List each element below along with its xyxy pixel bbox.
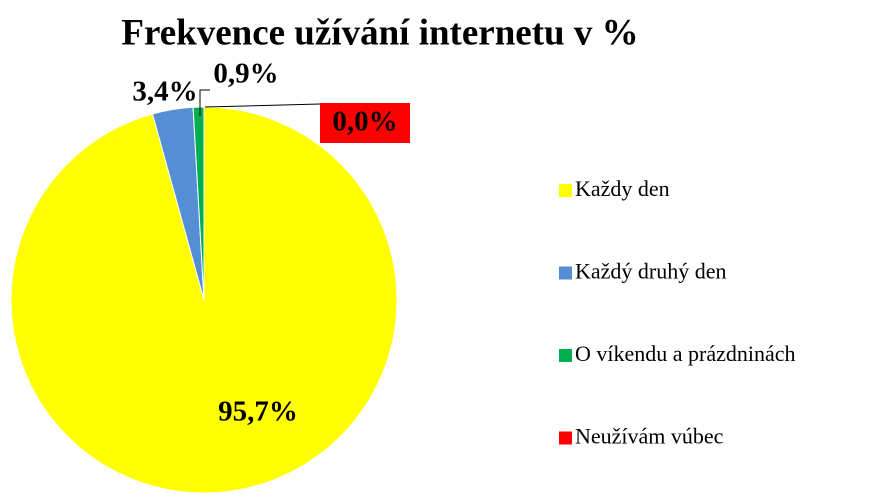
data-label: 0,9% — [213, 58, 278, 90]
legend-label: Neužívám vúbec — [575, 424, 724, 449]
label-box — [320, 103, 410, 143]
legend-swatch — [559, 266, 572, 280]
leader-line — [199, 89, 210, 116]
legend-swatch — [559, 431, 572, 445]
chart-title: Frekvence užívání internetu v % — [121, 12, 638, 53]
legend-swatch — [559, 349, 572, 362]
data-label: 0,0% — [332, 106, 397, 138]
legend-label: Každý druhý den — [575, 259, 727, 284]
data-label: 95,7% — [218, 396, 298, 428]
leader-line — [204, 103, 321, 108]
legend-label: Každy den — [575, 176, 670, 201]
legend-swatch — [559, 184, 572, 197]
legend-label: O víkendu a prázdninách — [575, 341, 796, 366]
data-label: 3,4% — [132, 76, 197, 108]
